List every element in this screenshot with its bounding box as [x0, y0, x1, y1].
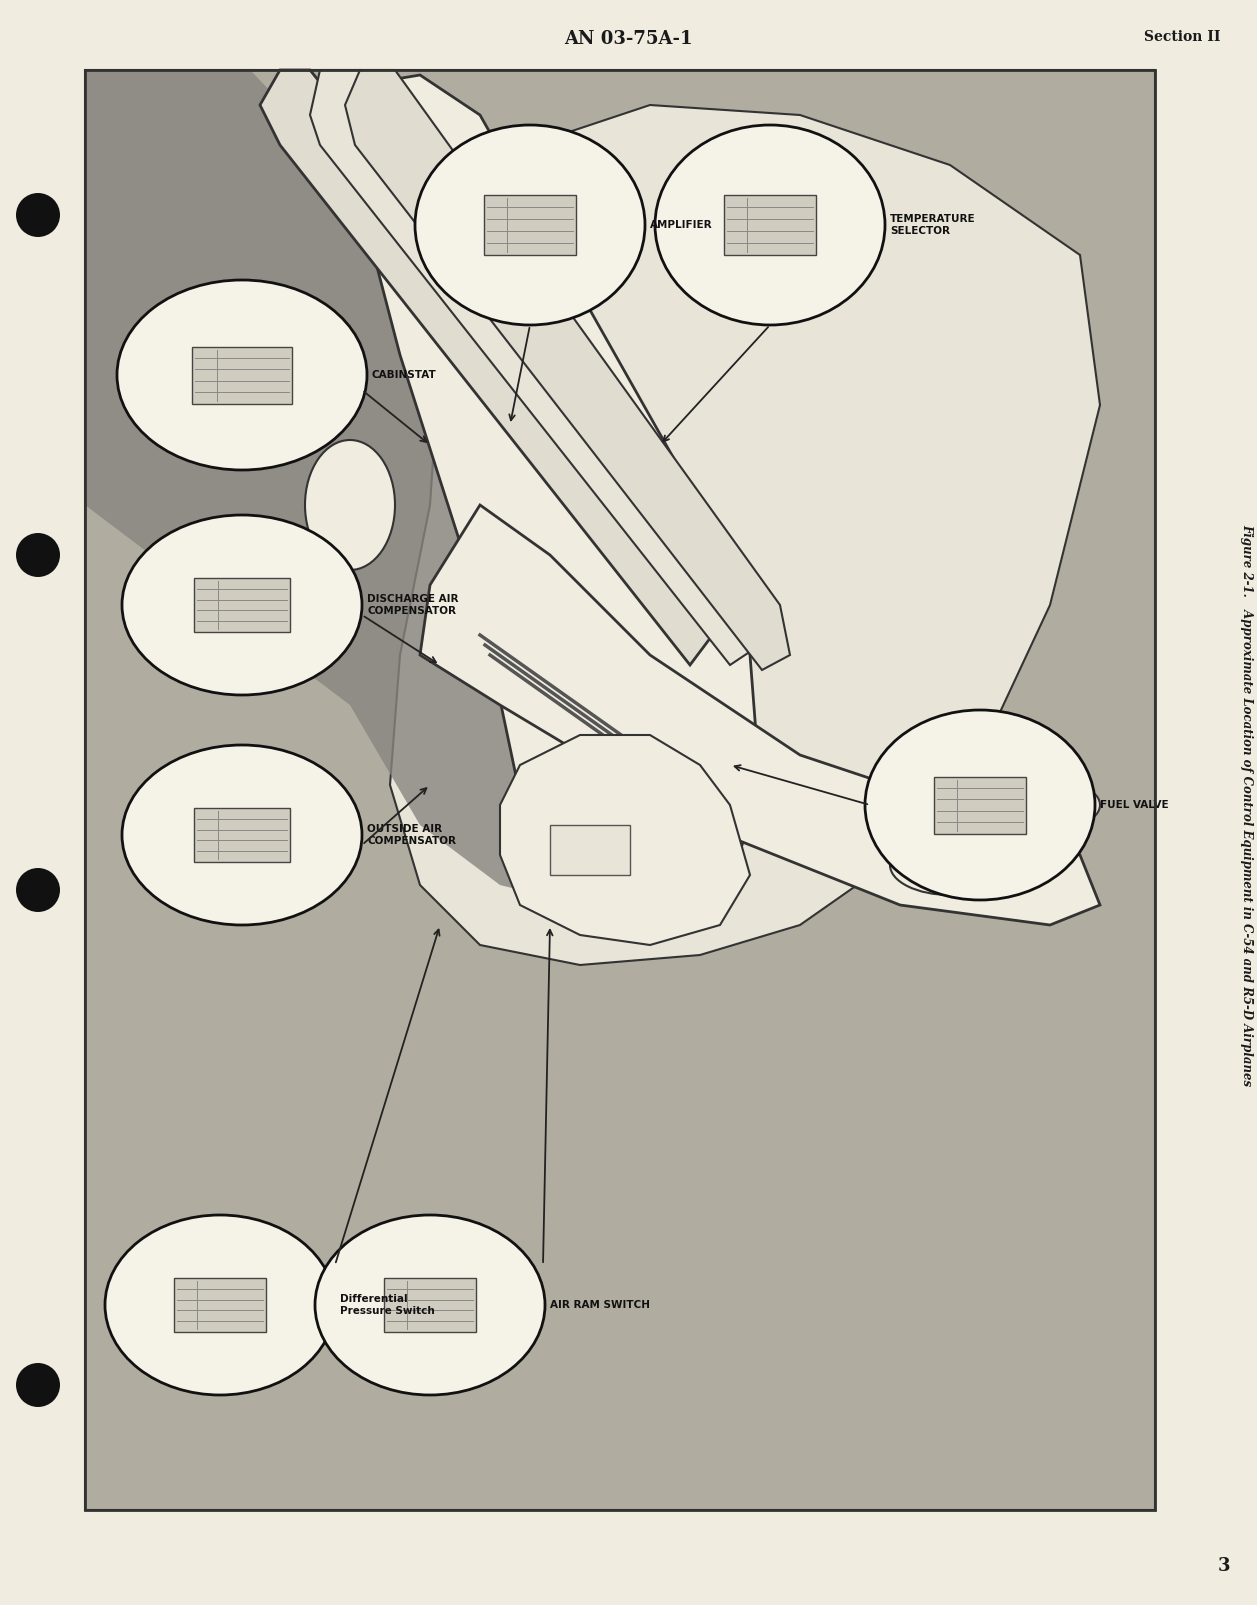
Ellipse shape: [316, 1215, 546, 1395]
Text: AIR RAM SWITCH: AIR RAM SWITCH: [551, 1300, 650, 1310]
Ellipse shape: [117, 279, 367, 470]
Polygon shape: [420, 506, 1100, 924]
Circle shape: [16, 868, 60, 912]
Ellipse shape: [122, 745, 362, 924]
Ellipse shape: [106, 1215, 336, 1395]
Circle shape: [16, 533, 60, 578]
Text: 3: 3: [1218, 1557, 1231, 1575]
Bar: [194, 578, 290, 632]
Polygon shape: [260, 71, 720, 664]
Polygon shape: [85, 71, 579, 905]
Ellipse shape: [415, 125, 645, 324]
Bar: [724, 194, 816, 255]
Bar: [173, 1278, 266, 1332]
Text: OUTSIDE AIR
COMPENSATOR: OUTSIDE AIR COMPENSATOR: [367, 825, 456, 846]
Bar: [85, 71, 1155, 1510]
Text: AMPLIFIER: AMPLIFIER: [650, 220, 713, 230]
Polygon shape: [344, 71, 789, 669]
Ellipse shape: [655, 125, 885, 324]
Ellipse shape: [305, 440, 395, 570]
Text: CABINSTAT: CABINSTAT: [372, 371, 436, 380]
Polygon shape: [500, 735, 750, 945]
Polygon shape: [310, 71, 760, 664]
Text: FUEL VALVE: FUEL VALVE: [1100, 799, 1169, 811]
Polygon shape: [339, 75, 760, 936]
Text: Differential
Pressure Switch: Differential Pressure Switch: [339, 1294, 435, 1316]
Circle shape: [16, 1363, 60, 1408]
Polygon shape: [390, 104, 1100, 965]
Text: TEMPERATURE
SELECTOR: TEMPERATURE SELECTOR: [890, 213, 975, 236]
Ellipse shape: [890, 835, 1011, 896]
Text: AN 03-75A-1: AN 03-75A-1: [563, 30, 693, 48]
Bar: [192, 347, 292, 403]
Ellipse shape: [122, 515, 362, 695]
Bar: [484, 194, 576, 255]
Bar: [383, 1278, 476, 1332]
Bar: [934, 777, 1026, 833]
Text: Section II: Section II: [1144, 30, 1221, 43]
Circle shape: [16, 193, 60, 238]
Bar: [85, 71, 1155, 1510]
Ellipse shape: [1001, 780, 1100, 830]
Text: Figure 2-1.   Approximate Location of Control Equipment in C-54 and R5-D Airplan: Figure 2-1. Approximate Location of Cont…: [1241, 523, 1253, 1087]
Ellipse shape: [865, 709, 1095, 900]
Text: DISCHARGE AIR
COMPENSATOR: DISCHARGE AIR COMPENSATOR: [367, 594, 459, 616]
Bar: [194, 807, 290, 862]
Bar: [551, 825, 630, 875]
